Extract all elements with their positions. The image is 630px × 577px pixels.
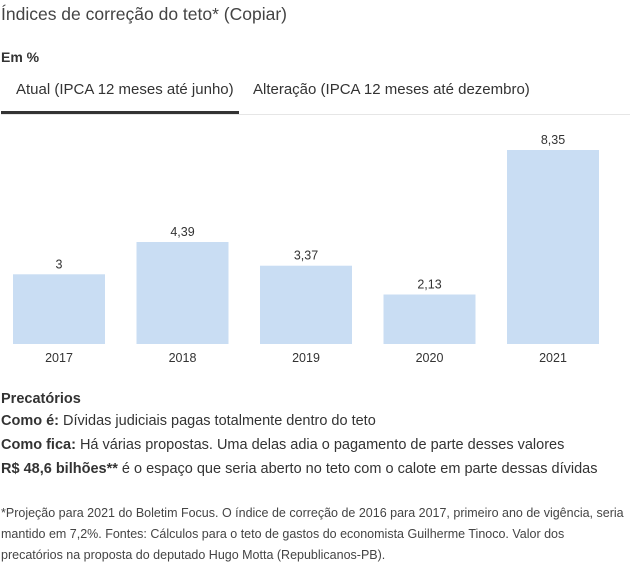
value-label-2019: 3,37 [294,249,318,263]
bar-2017 [13,274,105,344]
bar-2021 [507,150,599,344]
como-fica-line: Como fica: Há várias propostas. Uma dela… [1,433,630,457]
chart-title: Índices de correção do teto* (Copiar) [1,4,287,24]
como-fica-text: Há várias propostas. Uma delas adia o pa… [75,437,565,453]
valor-line: R$ 48,6 bilhões** é o espaço que seria a… [1,457,630,481]
precatorios-notes: Precatórios Como é: Dívidas judiciais pa… [1,389,630,481]
bar-2020 [383,294,476,344]
tab-alteracao[interactable]: Alteração (IPCA 12 meses até dezembro) [253,81,530,98]
tab-bar: Atual (IPCA 12 meses até junho) Alteraçã… [1,72,630,115]
value-label-2021: 8,35 [541,133,565,147]
x-tick-2017: 2017 [45,351,73,365]
bar-2019 [260,265,352,344]
x-tick-2018: 2018 [169,351,197,365]
como-e-text: Dívidas judiciais pagas totalmente dentr… [59,413,376,429]
bar-chart: 3 2017 4,39 2018 3,37 2019 2,13 2020 8,35 2021 [13,133,599,365]
como-fica-label: Como fica: [1,437,76,453]
value-label-2018: 4,39 [170,225,194,239]
x-tick-2020: 2020 [416,351,444,365]
unit-label: Em % [1,49,40,65]
notes-heading: Precatórios [1,391,81,407]
bar-2018 [136,242,229,344]
value-label-2017: 3 [56,257,63,271]
x-tick-2021: 2021 [539,351,567,365]
valor-label: R$ 48,6 bilhões** [1,461,118,477]
footnote: *Projeção para 2021 do Boletim Focus. O … [1,506,624,562]
value-label-2020: 2,13 [417,278,441,292]
x-tick-2019: 2019 [292,351,320,365]
valor-text: é o espaço que seria aberto no teto com … [117,461,598,477]
tab-atual[interactable]: Atual (IPCA 12 meses até junho) [1,72,239,114]
como-e-line: Como é: Dívidas judiciais pagas totalmen… [1,409,630,433]
como-e-label: Como é: [1,413,59,429]
